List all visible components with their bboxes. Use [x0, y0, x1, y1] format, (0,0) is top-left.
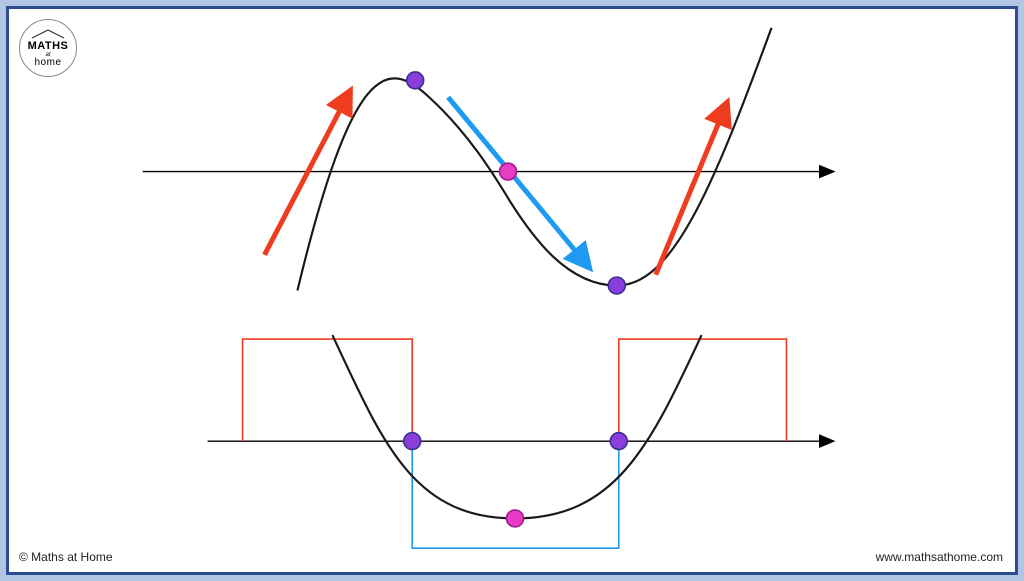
positive-region-box: [619, 339, 787, 441]
extremum-dot: [407, 72, 424, 89]
extremum-dot: [404, 433, 421, 450]
inflection-dot: [500, 163, 517, 180]
extremum-dot: [608, 277, 625, 294]
function-curve: [332, 335, 701, 518]
positive-region-box: [243, 339, 413, 441]
negative-region-box: [412, 441, 619, 548]
diagram-container: MATHS at home © Maths a: [13, 13, 1011, 568]
diagram-canvas: [13, 13, 1011, 568]
increasing-arrow: [656, 106, 726, 274]
mid-frame: MATHS at home © Maths a: [6, 6, 1018, 575]
extremum-dot: [610, 433, 627, 450]
copyright-text: © Maths at Home: [19, 550, 113, 564]
decreasing-arrow: [448, 97, 587, 264]
inflection-dot: [507, 510, 524, 527]
increasing-arrow: [264, 94, 348, 255]
outer-frame: MATHS at home © Maths a: [0, 0, 1024, 581]
function-curve: [297, 28, 771, 291]
website-text: www.mathsathome.com: [876, 550, 1003, 564]
